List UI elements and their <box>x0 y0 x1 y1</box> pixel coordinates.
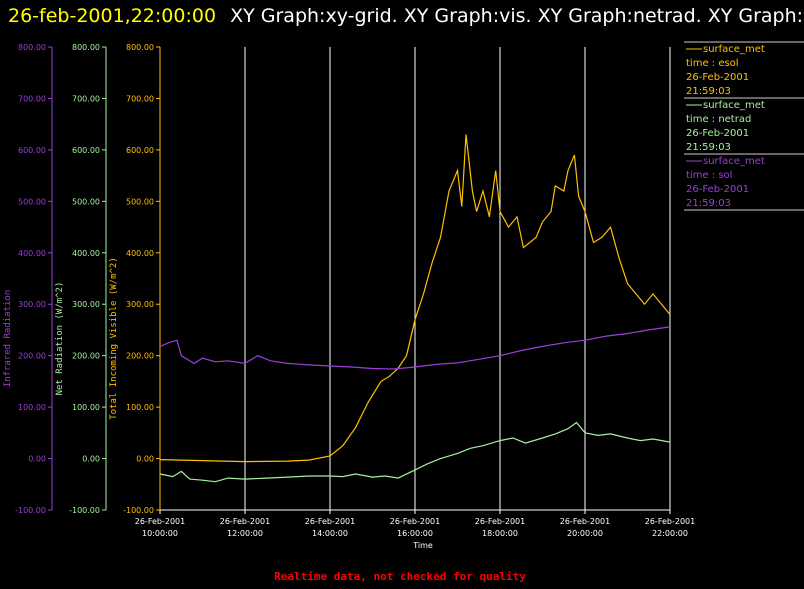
ir-tick-label: 600.00 <box>18 146 46 155</box>
vis-axis-title: Total Incoming Visible (W/m^2) <box>109 257 119 420</box>
netrad-tick-label: 200.00 <box>72 352 100 361</box>
ir-tick-label: 100.00 <box>18 403 46 412</box>
vis-tick-label: 500.00 <box>126 197 154 206</box>
netrad-tick-label: 700.00 <box>72 94 100 103</box>
x-tick-time: 22:00:00 <box>652 529 688 538</box>
x-tick-date: 26-Feb-2001 <box>390 517 440 526</box>
netrad-tick-label: 300.00 <box>72 300 100 309</box>
legend-series-name: surface_met <box>703 156 765 167</box>
x-axis: 26-Feb-2001 10:00:00 26-Feb-2001 12:00:00 26… <box>135 510 695 550</box>
ir-tick-label: 700.00 <box>18 94 46 103</box>
netrad-tick-label: -100.00 <box>69 506 100 515</box>
graph-title: 26-feb-2001,22:00:00 XY Graph:xy-grid. X… <box>8 5 804 27</box>
x-tick-time: 16:00:00 <box>397 529 433 538</box>
x-tick-date: 26-Feb-2001 <box>305 517 355 526</box>
vis-tick-label: 300.00 <box>126 300 154 309</box>
title-graphs: XY Graph:xy-grid. XY Graph:vis. XY Graph… <box>230 5 804 27</box>
x-tick-time: 20:00:00 <box>567 529 603 538</box>
x-tick-date: 26-Feb-2001 <box>560 517 610 526</box>
netrad-axis-title: Net Radiation (W/m^2) <box>55 282 65 396</box>
legend-detail: 21:59:03 <box>686 142 731 153</box>
legend-detail: 21:59:03 <box>686 86 731 97</box>
vis-tick-label: 800.00 <box>126 43 154 52</box>
legend-detail: time : esol <box>686 58 739 69</box>
legend-series-name: surface_met <box>703 100 765 111</box>
netrad-tick-label: 400.00 <box>72 249 100 258</box>
netrad-tick-label: 500.00 <box>72 197 100 206</box>
x-tick-time: 12:00:00 <box>227 529 263 538</box>
x-axis-title: Time <box>412 541 433 550</box>
legend-detail: 26-Feb-2001 <box>686 72 749 83</box>
legend-detail: 21:59:03 <box>686 198 731 209</box>
x-tick-time: 14:00:00 <box>312 529 348 538</box>
netrad-tick-label: 0.00 <box>82 455 100 464</box>
ir-tick-label: 300.00 <box>18 300 46 309</box>
netrad-tick-label: 600.00 <box>72 146 100 155</box>
x-tick-date: 26-Feb-2001 <box>475 517 525 526</box>
x-tick-date: 26-Feb-2001 <box>645 517 695 526</box>
chart-grid <box>160 47 671 511</box>
ir-axis-title: Infrared Radiation <box>3 290 13 388</box>
x-tick-time: 10:00:00 <box>142 529 178 538</box>
x-tick-date: 26-Feb-2001 <box>220 517 270 526</box>
ir-tick-label: 800.00 <box>18 43 46 52</box>
ir-tick-label: -100.00 <box>15 506 46 515</box>
legend-detail: 26-Feb-2001 <box>686 184 749 195</box>
ir-tick-label: 0.00 <box>28 455 46 464</box>
ir-tick-label: 400.00 <box>18 249 46 258</box>
vis-tick-label: -100.00 <box>123 506 154 515</box>
vis-tick-label: 400.00 <box>126 249 154 258</box>
title-date: 26-feb-2001,22:00:00 <box>8 5 216 27</box>
vis-tick-label: 100.00 <box>126 403 154 412</box>
quality-notice: Realtime data, not checked for quality <box>274 570 526 583</box>
ir-tick-label: 500.00 <box>18 197 46 206</box>
legend-detail: 26-Feb-2001 <box>686 128 749 139</box>
legend-series-name: surface_met <box>703 44 765 55</box>
y-axes: 800.00 700.00 600.00 500.00 400.00 300.00 200.… <box>3 43 161 515</box>
legend-detail: time : sol <box>686 170 732 181</box>
vis-tick-label: 0.00 <box>136 455 154 464</box>
netrad-tick-label: 100.00 <box>72 403 100 412</box>
ir-tick-label: 200.00 <box>18 352 46 361</box>
data-lines <box>159 134 671 483</box>
legend-detail: time : netrad <box>686 114 751 125</box>
ir-series-line <box>159 326 671 370</box>
vis-tick-label: 200.00 <box>126 352 154 361</box>
x-tick-date: 26-Feb-2001 <box>135 517 185 526</box>
vis-tick-label: 700.00 <box>126 94 154 103</box>
vis-series-line <box>159 134 671 463</box>
netrad-tick-label: 800.00 <box>72 43 100 52</box>
x-tick-time: 18:00:00 <box>482 529 518 538</box>
netrad-series-line <box>159 421 671 483</box>
vis-tick-label: 600.00 <box>126 146 154 155</box>
